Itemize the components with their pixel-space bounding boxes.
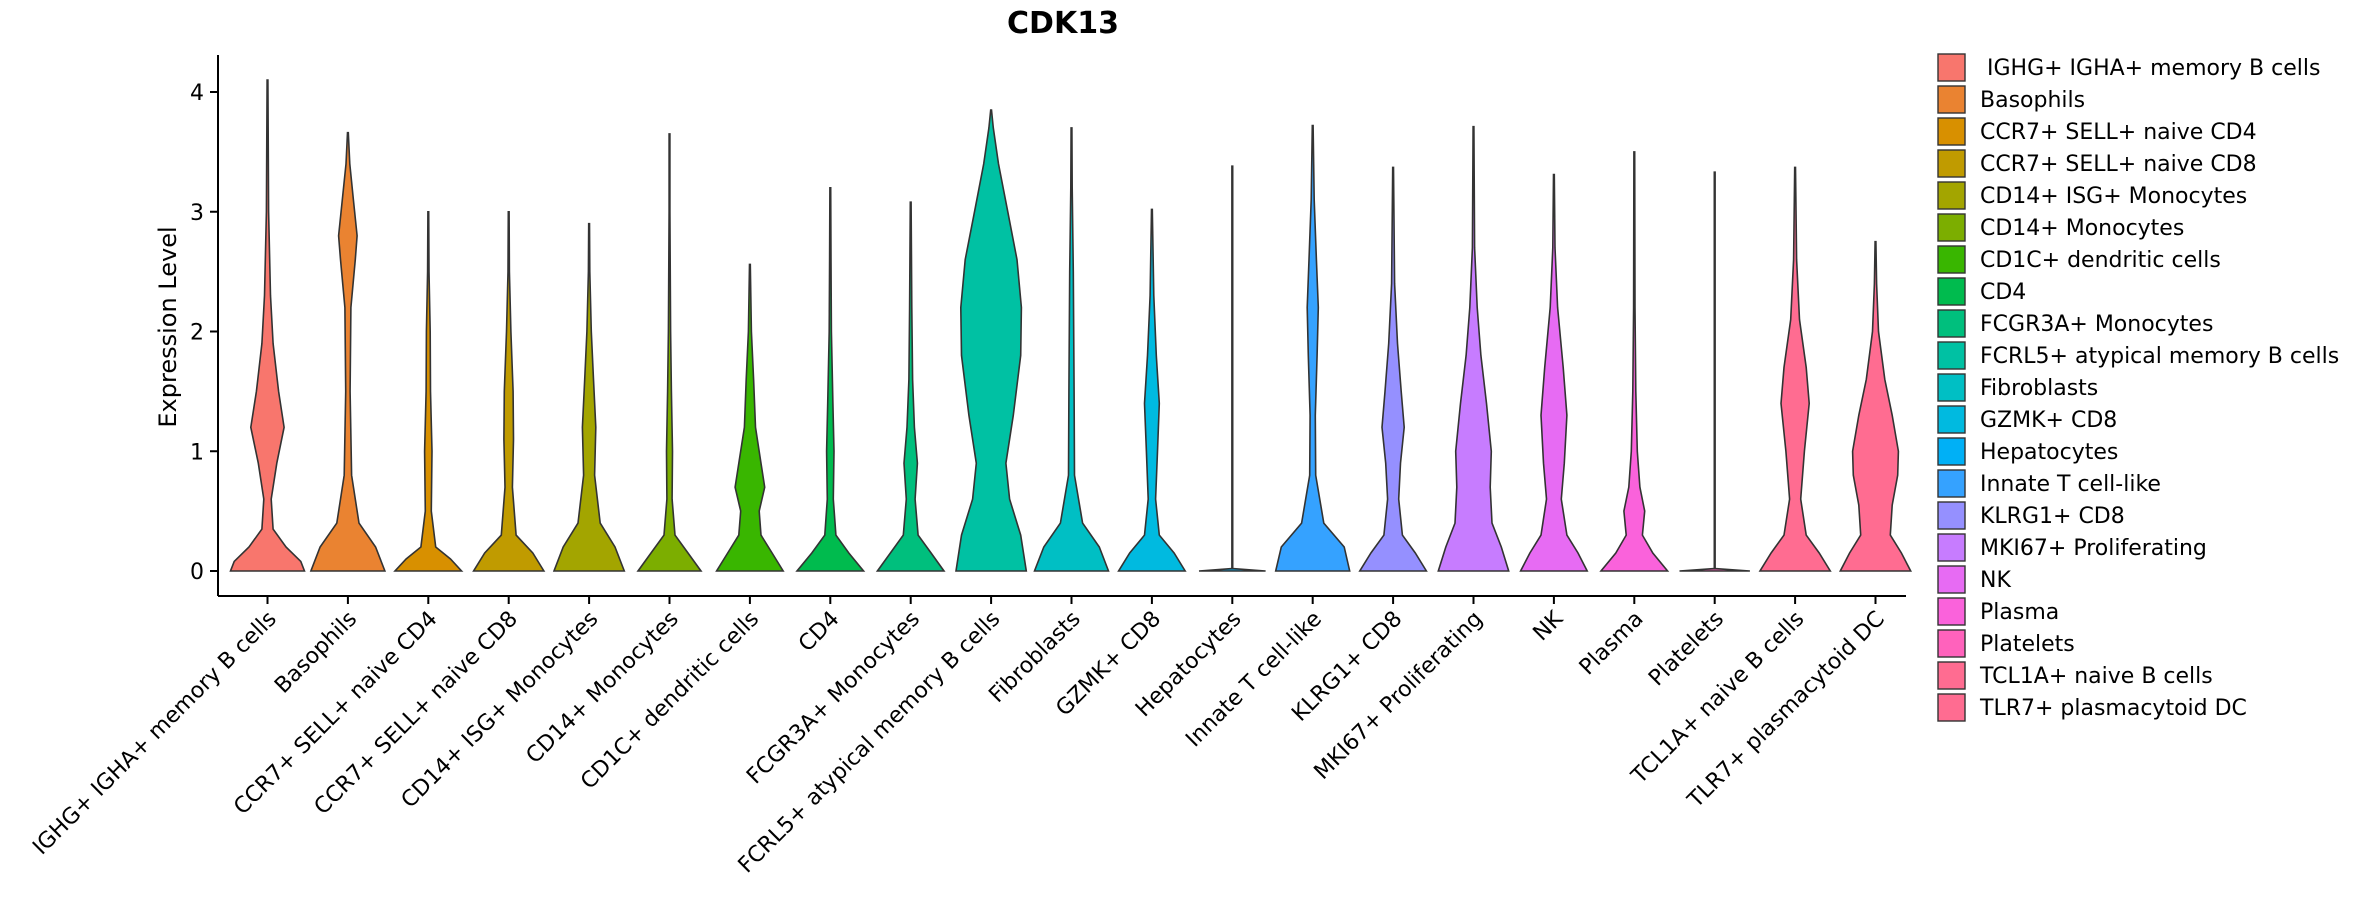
x-tick-label-18: Plasma <box>1575 607 1649 681</box>
legend-swatch-9 <box>1937 309 1966 338</box>
legend-label-2: Basophils <box>1980 88 2085 113</box>
violin-13 <box>1198 165 1266 572</box>
legend-swatch-4 <box>1937 149 1966 178</box>
violin-7 <box>715 263 785 572</box>
y-tick-label-1: 1 <box>190 440 204 465</box>
violin-21 <box>1838 240 1913 572</box>
y-tick-label-3: 3 <box>190 201 204 226</box>
legend-label-9: FCGR3A+ Monocytes <box>1980 312 2213 337</box>
y-tick-label-0: 0 <box>190 560 204 585</box>
legend: IGHG+ IGHA+ memory B cells Basophils CCR7+… <box>1937 53 2339 722</box>
legend-label-11: Fibroblasts <box>1980 376 2098 401</box>
legend-label-3: CCR7+ SELL+ naive CD4 <box>1980 120 2257 145</box>
legend-label-6: CD14+ Monocytes <box>1980 216 2184 241</box>
legend-label-14: Innate T cell-like <box>1980 472 2161 497</box>
violin-12 <box>1117 208 1187 572</box>
x-tick-label-6: CD14+ Monocytes <box>522 607 684 769</box>
chart-title: CDK13 <box>1007 6 1119 41</box>
violin-4 <box>472 211 546 572</box>
legend-label-7: CD1C+ dendritic cells <box>1980 248 2221 273</box>
legend-label-8: CD4 <box>1980 280 2026 305</box>
legend-swatch-16 <box>1937 533 1966 562</box>
legend-swatch-21 <box>1937 693 1966 722</box>
legend-label-20: TCL1A+ naive B cells <box>1979 664 2213 689</box>
legend-swatch-19 <box>1937 629 1966 658</box>
violin-19 <box>1679 171 1750 572</box>
legend-label-19: Platelets <box>1980 632 2075 657</box>
legend-swatch-8 <box>1937 277 1966 306</box>
legend-label-21: TLR7+ plasmacytoid DC <box>1979 696 2247 721</box>
violin-2 <box>309 131 387 572</box>
x-tick-label-14: Innate T cell-like <box>1181 607 1327 753</box>
violin-15 <box>1358 166 1428 572</box>
legend-label-15: KLRG1+ CD8 <box>1980 504 2125 529</box>
legend-label-12: GZMK+ CD8 <box>1980 408 2117 433</box>
legend-label-10: FCRL5+ atypical memory B cells <box>1980 344 2339 369</box>
legend-swatch-2 <box>1937 85 1966 114</box>
legend-label-18: Plasma <box>1980 600 2059 625</box>
violin-1 <box>229 79 306 572</box>
x-tick-label-1: IGHG+ IGHA+ memory B cells <box>28 607 281 860</box>
legend-swatch-18 <box>1937 597 1966 626</box>
violin-3 <box>393 211 464 572</box>
legend-swatch-10 <box>1937 341 1966 370</box>
legend-swatch-6 <box>1937 213 1966 242</box>
legend-swatch-14 <box>1937 469 1966 498</box>
violin-16 <box>1437 125 1510 572</box>
violin-6 <box>636 133 703 572</box>
legend-label-1: IGHG+ IGHA+ memory B cells <box>1980 56 2320 81</box>
y-axis-label: Expression Level <box>154 226 182 427</box>
violin-14 <box>1274 124 1351 572</box>
legend-swatch-20 <box>1937 661 1966 690</box>
violin-18 <box>1599 151 1670 572</box>
legend-swatch-15 <box>1937 501 1966 530</box>
x-tick-label-19: Platelets <box>1644 607 1729 692</box>
legend-label-13: Hepatocytes <box>1980 440 2118 465</box>
legend-swatch-7 <box>1937 245 1966 274</box>
x-tick-label-17: NK <box>1529 606 1569 646</box>
legend-swatch-12 <box>1937 405 1966 434</box>
violin-20 <box>1758 166 1832 572</box>
violin-11 <box>1033 127 1110 572</box>
legend-label-17: NK <box>1980 568 2011 593</box>
legend-swatch-1 <box>1937 53 1966 82</box>
violin-5 <box>552 222 626 572</box>
legend-swatch-13 <box>1937 437 1966 466</box>
violin-17 <box>1519 173 1589 572</box>
legend-swatch-17 <box>1937 565 1966 594</box>
x-tick-label-16: MKI67+ Proliferating <box>1310 607 1488 785</box>
x-tick-label-8: CD4 <box>794 607 844 657</box>
violin-10 <box>955 109 1028 572</box>
legend-label-4: CCR7+ SELL+ naive CD8 <box>1980 152 2257 177</box>
legend-label-5: CD14+ ISG+ Monocytes <box>1980 184 2247 209</box>
violin-8 <box>795 187 866 572</box>
y-tick-label-4: 4 <box>190 81 204 106</box>
legend-swatch-5 <box>1937 181 1966 210</box>
y-tick-label-2: 2 <box>190 321 204 346</box>
violin-9 <box>875 201 946 572</box>
legend-swatch-3 <box>1937 117 1966 146</box>
legend-label-16: MKI67+ Proliferating <box>1980 536 2207 561</box>
legend-swatch-11 <box>1937 373 1966 402</box>
